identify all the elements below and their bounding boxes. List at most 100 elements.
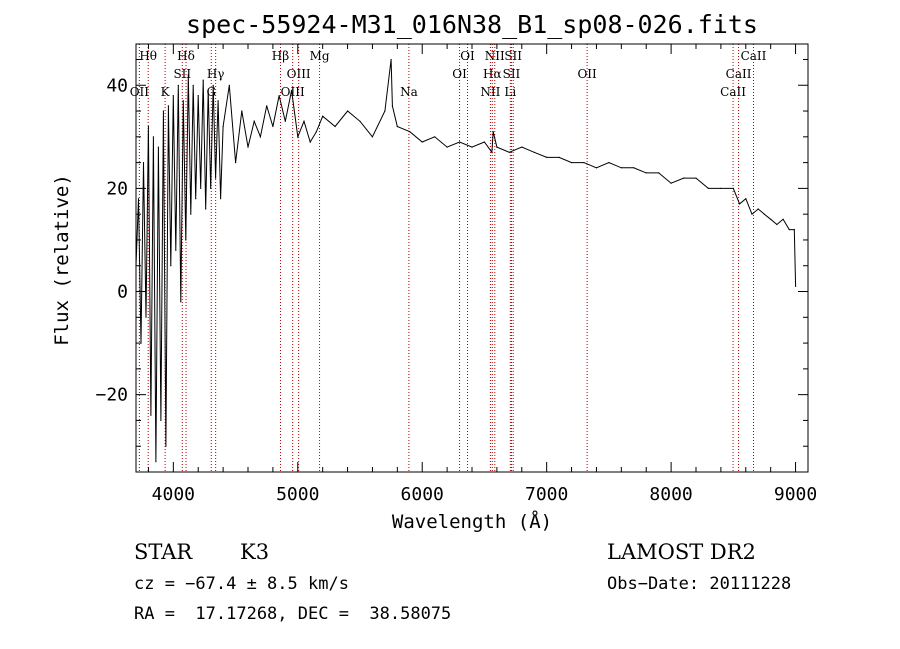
spectral-line-label: Hβ — [272, 49, 289, 63]
spectrum-point — [782, 218, 784, 220]
spectrum-point — [190, 213, 192, 215]
observation-date: Obs−Date: 20111228 — [607, 574, 792, 594]
spectrum-point — [558, 156, 560, 158]
spectrum-point — [633, 167, 635, 169]
chart-title: spec-55924-M31_016N38_B1_sp08-026.fits — [186, 10, 758, 39]
spectrum-point — [222, 125, 224, 128]
spectrum-point — [137, 198, 140, 200]
spectral-line-label: Mg — [310, 49, 330, 63]
spectrum-point — [212, 84, 214, 86]
spectrum-point — [215, 177, 217, 179]
spectrum-point — [347, 110, 349, 112]
spectrum-point — [471, 146, 473, 148]
spectral-line-label: SII — [173, 67, 191, 81]
spectrum-point — [197, 95, 199, 97]
spectrum-point — [303, 120, 305, 122]
x-tick-label: 8000 — [649, 484, 692, 505]
spectrum-point — [583, 162, 585, 164]
x-tick-label: 9000 — [774, 484, 817, 505]
y-tick-label: 0 — [117, 282, 128, 303]
spectrum-point — [241, 110, 243, 112]
spectrum-point — [384, 110, 386, 112]
spectral-line-label: SII — [503, 67, 521, 81]
spectrum-point — [670, 182, 672, 184]
spectrum-point — [770, 218, 772, 220]
x-axis-label: Wavelength (Å) — [392, 510, 552, 533]
spectrum-point — [145, 316, 147, 318]
y-axis-label: Flux (relative) — [51, 174, 73, 346]
spectrum-point — [496, 146, 498, 148]
spectrum-point — [150, 414, 152, 416]
spectrum-point — [683, 177, 685, 179]
spectrum-point — [291, 89, 293, 91]
spectrum-point — [546, 156, 548, 158]
x-tick-label: 4000 — [152, 484, 195, 505]
y-tick-label: −20 — [95, 385, 128, 406]
spectral-line-label: Li — [504, 85, 516, 99]
plot-frame — [135, 43, 809, 473]
spectrum-point — [259, 136, 261, 138]
spectrum-point — [391, 105, 393, 107]
spectrum-point — [180, 301, 182, 303]
spectrum-point — [521, 146, 523, 148]
spectral-line-label: K — [161, 85, 171, 99]
spectrum-point — [608, 162, 610, 164]
spectrum-point — [200, 187, 202, 189]
spectrum-point — [359, 120, 361, 122]
spectrum-point — [205, 208, 207, 210]
spectrum-point — [620, 167, 622, 169]
spectrum-point — [202, 79, 204, 81]
spectrum-point — [142, 162, 145, 164]
spectrum-point — [185, 239, 187, 241]
spectrum-point — [739, 203, 741, 205]
spectrum-line — [135, 59, 797, 462]
spectrum-point — [434, 136, 436, 138]
spectrum-point — [658, 172, 660, 174]
spectral-line-label: CaII — [726, 67, 752, 81]
spectral-line-label: CaII — [741, 49, 767, 63]
spectrum-point — [695, 177, 697, 179]
spectral-line-label: NII — [485, 49, 505, 63]
spectral-line-label: OII — [130, 85, 150, 99]
spectral-line-label: SII — [504, 49, 522, 63]
y-tick-label: 20 — [106, 178, 128, 199]
spectrum-point — [793, 229, 795, 231]
x-tick-label: 7000 — [525, 484, 568, 505]
spectrum-point — [390, 58, 392, 61]
spectrum-point — [645, 172, 647, 174]
spectral-line-label: Hδ — [177, 49, 195, 63]
spectrum-point — [155, 461, 157, 463]
spectral-line-label: NII — [480, 85, 500, 99]
spectrum-point — [533, 151, 535, 153]
spectrum-point — [220, 198, 222, 200]
spectrum-point — [210, 187, 212, 189]
spectrum-point — [421, 141, 423, 143]
spectrum-point — [732, 187, 734, 189]
spectral-line-label: Hγ — [207, 67, 225, 81]
spectrum-point — [235, 162, 237, 164]
object-class: STAR — [134, 540, 193, 564]
spectrum-point — [187, 74, 189, 76]
spectrum-point — [776, 223, 778, 226]
x-tick-label: 5000 — [276, 484, 319, 505]
spectral-line-label: Hθ — [139, 49, 157, 63]
spectrum-point — [720, 187, 722, 189]
spectrum-point — [483, 141, 485, 143]
spectrum-point — [182, 100, 184, 102]
spectrum-point — [172, 95, 174, 97]
spectral-line-label: OIII — [281, 85, 305, 99]
spectrum-point — [763, 213, 766, 215]
spectrum-point — [745, 198, 747, 200]
spectrum-point — [707, 187, 710, 189]
spectral-line-label: Hα — [483, 67, 502, 81]
spectrum-point — [396, 125, 398, 128]
spectrum-point — [371, 136, 373, 138]
spectrum-point — [217, 100, 219, 102]
spectrum-point — [446, 146, 448, 148]
spectrum-point — [595, 167, 598, 169]
spectrum-point — [409, 131, 411, 133]
spectrum-point — [459, 141, 461, 143]
spectral-line-label: CaII — [720, 85, 746, 99]
spectrum-point — [795, 285, 797, 287]
object-subclass: K3 — [240, 540, 270, 564]
